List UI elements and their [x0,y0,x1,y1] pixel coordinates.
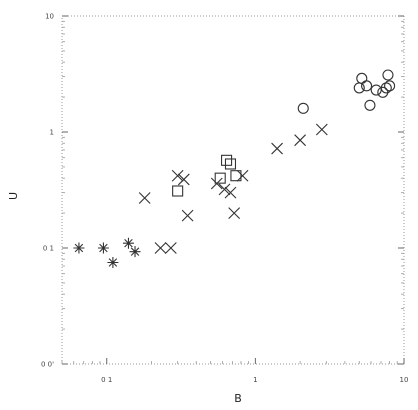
x-point [294,134,307,147]
asterisk-point [122,237,134,249]
data-markers [73,69,396,268]
square-point [224,158,237,170]
circle-point [353,82,365,94]
square-point [230,170,242,182]
tick-labels: 0 0' 0 1 1 10 0 1 1 10 [41,13,409,385]
x-point [177,173,190,186]
circle-point [384,80,396,92]
x-point [181,209,194,222]
circle-point [364,99,376,111]
y-tick-label: 10 [45,13,54,21]
plot-frame [61,15,405,365]
x-point [154,242,167,254]
circle-point [382,69,394,81]
x-axis-label: B [234,392,242,405]
x-point [218,183,231,196]
x-tick-label: 10 [400,376,409,384]
x-point [315,123,328,136]
x-point [164,242,177,254]
y-axis-label: U [7,192,20,200]
asterisk-point [129,246,141,258]
asterisk-point [107,256,119,268]
circle-point [361,80,373,92]
x-point [171,169,184,182]
circle-point [370,84,382,96]
axis-ticks [61,15,405,365]
circle-point [380,82,392,94]
square-point [214,172,226,184]
y-tick-label: 0 0' [41,361,54,369]
asterisk-point [97,242,109,254]
circle-point [377,86,389,98]
asterisk-point [73,242,85,254]
circle-point [297,102,309,114]
x-point [224,186,237,199]
x-tick-label: 1 [253,376,257,384]
y-tick-label: 0 1 [43,245,54,253]
circle-point [356,72,368,84]
x-point [138,192,151,204]
x-point [228,207,241,219]
y-tick-label: 1 [50,129,54,137]
x-tick-label: 0 1 [101,376,112,384]
square-point [221,154,233,166]
x-point [236,169,249,182]
square-point [172,185,184,197]
x-point [271,142,283,155]
